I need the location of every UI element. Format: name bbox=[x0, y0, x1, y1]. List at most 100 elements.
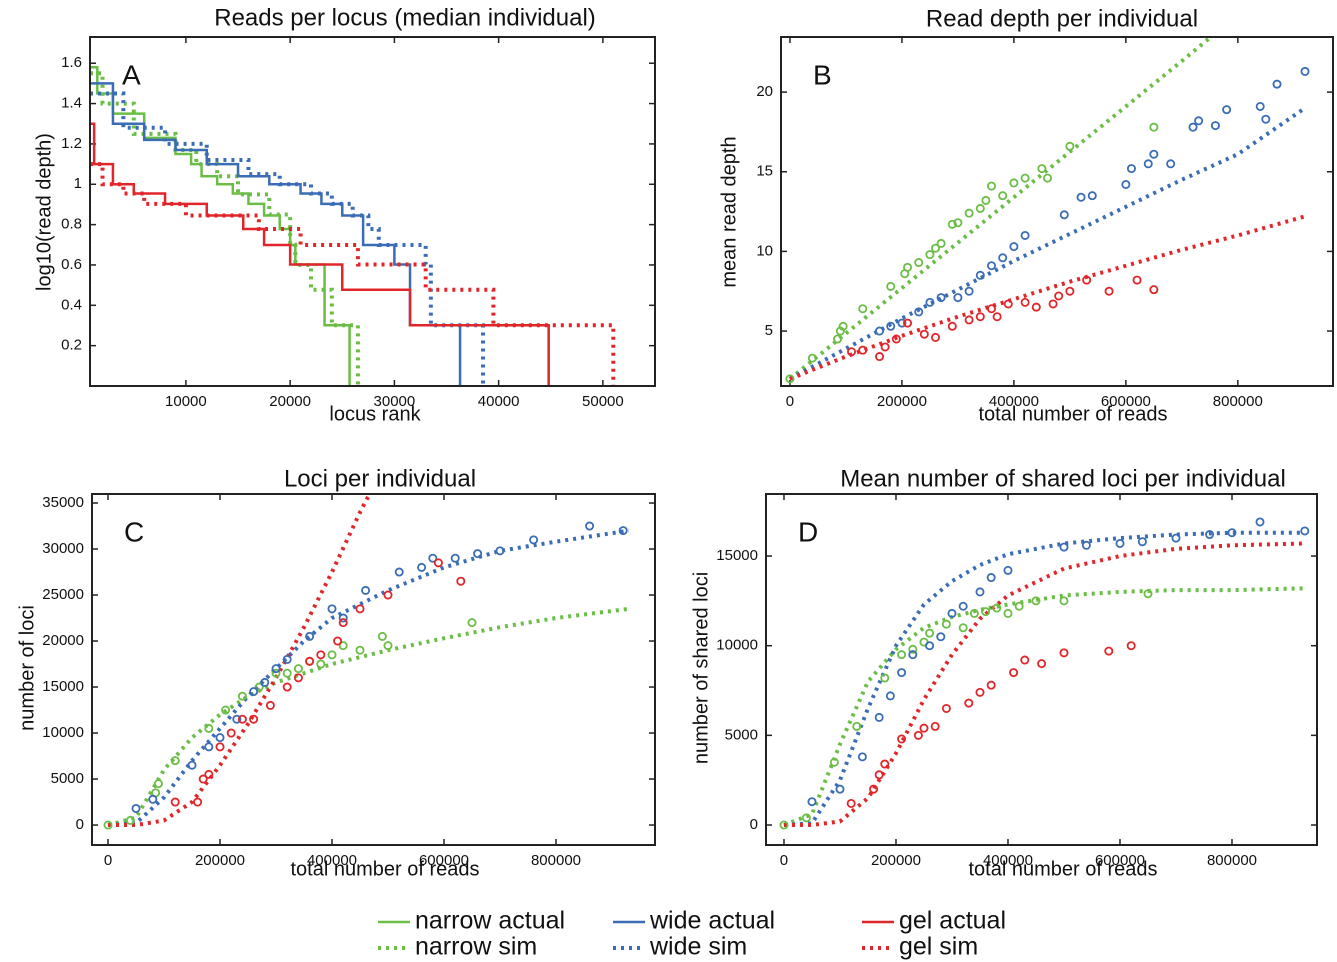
data-point bbox=[1104, 286, 1114, 296]
panel-label: C bbox=[124, 516, 144, 547]
data-point bbox=[333, 636, 343, 646]
x-tick-label: 400000 bbox=[307, 852, 357, 869]
data-point bbox=[986, 181, 996, 191]
data-point bbox=[1188, 122, 1198, 132]
axes-frame bbox=[765, 493, 1318, 846]
data-point bbox=[936, 293, 946, 303]
x-tick-label: 600000 bbox=[1095, 852, 1145, 869]
axes-frame bbox=[780, 36, 1334, 387]
data-point bbox=[779, 820, 789, 830]
data-point bbox=[874, 770, 884, 780]
data-point bbox=[885, 691, 895, 701]
y-tick-label: 0.2 bbox=[61, 337, 82, 354]
data-point bbox=[221, 705, 231, 715]
data-point bbox=[1065, 141, 1075, 151]
data-point bbox=[992, 312, 1002, 322]
data-point bbox=[1059, 542, 1069, 552]
data-point bbox=[958, 623, 968, 633]
x-tick-label: 30000 bbox=[374, 393, 416, 410]
x-tick-label: 200000 bbox=[871, 852, 921, 869]
data-point bbox=[1121, 180, 1131, 190]
sim-line bbox=[789, 214, 1306, 381]
y-tick-label: 5000 bbox=[51, 770, 84, 787]
data-point bbox=[215, 733, 225, 743]
data-point bbox=[585, 521, 595, 531]
y-tick-label: 10000 bbox=[42, 724, 84, 741]
data-point bbox=[215, 742, 225, 752]
data-point bbox=[1031, 596, 1041, 606]
data-point bbox=[148, 794, 158, 804]
y-tick-label: 5000 bbox=[725, 726, 758, 743]
data-point bbox=[1132, 275, 1142, 285]
data-point bbox=[936, 632, 946, 642]
data-point bbox=[986, 261, 996, 271]
data-point bbox=[941, 619, 951, 629]
data-point bbox=[1166, 159, 1176, 169]
data-point bbox=[361, 585, 371, 595]
data-point bbox=[1059, 210, 1069, 220]
data-point bbox=[891, 334, 901, 344]
x-tick-label: 0 bbox=[786, 393, 794, 410]
data-point bbox=[1149, 149, 1159, 159]
x-tick-label: 800000 bbox=[1213, 393, 1263, 410]
data-point bbox=[103, 820, 113, 830]
data-point bbox=[913, 730, 923, 740]
data-point bbox=[807, 353, 817, 363]
data-point bbox=[903, 262, 913, 272]
data-point bbox=[338, 641, 348, 651]
x-tick-label: 40000 bbox=[478, 393, 520, 410]
x-tick-label: 800000 bbox=[1207, 852, 1257, 869]
plot-area bbox=[785, 37, 1310, 384]
data-point bbox=[1171, 533, 1181, 543]
axes-frame bbox=[91, 493, 656, 846]
data-point bbox=[473, 549, 483, 559]
y-tick-label: 1.2 bbox=[61, 135, 82, 152]
data-point bbox=[1076, 192, 1086, 202]
x-tick-label: 600000 bbox=[1101, 393, 1151, 410]
sim-line bbox=[788, 37, 1214, 381]
data-point bbox=[925, 250, 935, 260]
legend-label: narrow sim bbox=[415, 933, 537, 961]
x-tick-label: 400000 bbox=[989, 393, 1039, 410]
data-point bbox=[975, 312, 985, 322]
data-point bbox=[908, 650, 918, 660]
y-tick-label: 0.6 bbox=[61, 256, 82, 273]
data-point bbox=[936, 238, 946, 248]
x-axis-label: total number of reads bbox=[979, 403, 1168, 425]
data-point bbox=[1054, 291, 1064, 301]
data-point bbox=[1227, 528, 1237, 538]
data-point bbox=[1149, 122, 1159, 132]
data-point bbox=[1020, 655, 1030, 665]
data-point bbox=[833, 334, 843, 344]
axes-frame bbox=[89, 36, 656, 387]
series-line bbox=[90, 66, 351, 386]
y-axis-label: number of loci bbox=[16, 605, 38, 731]
data-point bbox=[265, 700, 275, 710]
data-point bbox=[897, 650, 907, 660]
data-point bbox=[1222, 105, 1232, 115]
y-tick-label: 30000 bbox=[42, 540, 84, 557]
x-tick-label: 600000 bbox=[419, 852, 469, 869]
data-point bbox=[1003, 608, 1013, 618]
data-point bbox=[170, 797, 180, 807]
data-point bbox=[964, 315, 974, 325]
data-point bbox=[237, 714, 247, 724]
data-point bbox=[914, 258, 924, 268]
x-tick-label: 10000 bbox=[165, 393, 207, 410]
x-tick-label: 20000 bbox=[269, 393, 311, 410]
data-point bbox=[1300, 66, 1310, 76]
y-axis-label: number of shared loci bbox=[690, 572, 712, 764]
data-point bbox=[903, 318, 913, 328]
series-line bbox=[90, 122, 550, 386]
data-point bbox=[886, 281, 896, 291]
data-point bbox=[975, 270, 985, 280]
plot-area bbox=[779, 517, 1310, 830]
x-tick-label: 200000 bbox=[877, 393, 927, 410]
data-point bbox=[1009, 178, 1019, 188]
data-point bbox=[1059, 596, 1069, 606]
data-point bbox=[193, 797, 203, 807]
x-tick-label: 200000 bbox=[195, 852, 245, 869]
chart-title: Reads per locus (median individual) bbox=[214, 4, 596, 31]
data-point bbox=[1205, 530, 1215, 540]
data-point bbox=[869, 784, 879, 794]
